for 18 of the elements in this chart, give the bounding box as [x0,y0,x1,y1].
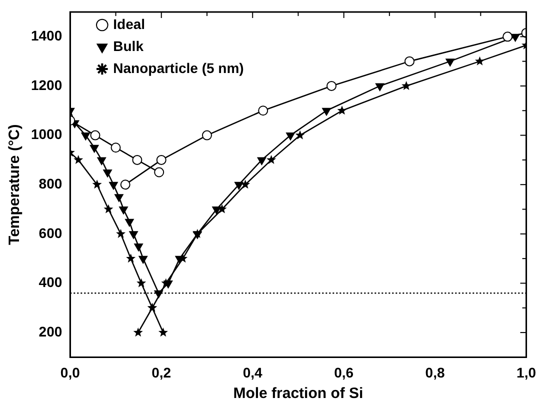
x-tick-label: 0,8 [425,364,445,380]
y-tick-label: 1200 [30,76,62,93]
legend-label: Nanoparticle (5 nm) [113,60,244,76]
y-tick-label: 800 [38,175,62,192]
y-tick-label: 1400 [30,28,62,44]
y-tick-label: 400 [38,274,62,290]
x-tick-label: 0,6 [334,364,354,380]
x-tick-label: 0,0 [60,364,80,380]
legend-label: Ideal [113,16,146,32]
x-tick-label: 0,2 [152,364,172,380]
x-tick-label: 0,4 [242,364,263,380]
y-axis-title: Temperature (°C) [6,124,24,245]
legend-label: Bulk [113,38,144,54]
y-tick-label: 1000 [30,126,62,142]
y-tick-label: 600 [38,224,62,241]
x-tick-label: 1,0 [516,364,536,380]
y-tick-label: 200 [38,323,62,340]
x-axis-title: Mole fraction of Si [233,385,364,402]
